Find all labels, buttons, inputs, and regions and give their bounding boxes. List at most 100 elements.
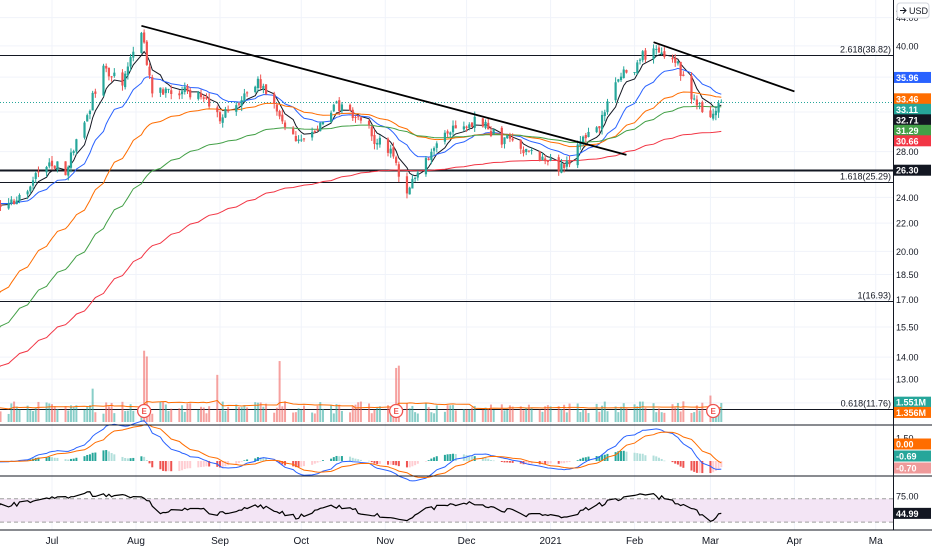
candle-body[interactable] <box>161 89 165 95</box>
candle-body[interactable] <box>470 122 474 128</box>
candle-body[interactable] <box>405 176 409 194</box>
candle-body[interactable] <box>416 172 419 178</box>
axis-layer[interactable] <box>0 0 932 531</box>
candle-body[interactable] <box>587 131 590 138</box>
candle-body[interactable] <box>712 113 715 119</box>
trendline[interactable] <box>653 41 795 93</box>
candle-body[interactable] <box>254 86 257 93</box>
candle-body[interactable] <box>329 112 333 123</box>
candle-body[interactable] <box>468 124 471 128</box>
candle-body[interactable] <box>348 104 352 111</box>
candle-body[interactable] <box>579 141 582 147</box>
candle-body[interactable] <box>297 139 300 141</box>
candle-body[interactable] <box>657 47 661 53</box>
candle-body[interactable] <box>660 52 663 55</box>
candle-body[interactable] <box>500 127 503 145</box>
candle-body[interactable] <box>622 69 625 78</box>
candle-body[interactable] <box>376 142 379 145</box>
candle-body[interactable] <box>709 110 712 118</box>
candle-body[interactable] <box>606 101 609 113</box>
candle-body[interactable] <box>45 166 48 173</box>
candle-body[interactable] <box>227 110 230 112</box>
candle-body[interactable] <box>557 157 560 172</box>
candle-body[interactable] <box>430 151 433 160</box>
candle-body[interactable] <box>167 88 170 90</box>
candle-body[interactable] <box>48 162 51 167</box>
candle-body[interactable] <box>94 91 97 94</box>
candle-body[interactable] <box>598 126 601 129</box>
candle-body[interactable] <box>584 135 587 139</box>
candle-body[interactable] <box>633 72 636 74</box>
candle-body[interactable] <box>148 66 151 76</box>
candle-body[interactable] <box>107 67 111 77</box>
candle-body[interactable] <box>197 91 200 99</box>
candle-body[interactable] <box>335 101 338 104</box>
candle-body[interactable] <box>129 57 132 67</box>
candle-body[interactable] <box>481 118 484 127</box>
candle-body[interactable] <box>367 120 371 126</box>
candle-body[interactable] <box>473 116 476 128</box>
candle-body[interactable] <box>538 151 541 161</box>
candle-body[interactable] <box>525 148 528 152</box>
candle-body[interactable] <box>237 103 241 105</box>
candle-body[interactable] <box>357 116 360 118</box>
candle-body[interactable] <box>113 72 116 77</box>
candle-body[interactable] <box>224 109 227 118</box>
candle-body[interactable] <box>37 171 40 173</box>
candle-body[interactable] <box>18 194 21 201</box>
candle-body[interactable] <box>603 112 606 117</box>
candle-body[interactable] <box>216 107 219 113</box>
candle-body[interactable] <box>283 122 287 128</box>
candle-body[interactable] <box>546 161 549 163</box>
candle-body[interactable] <box>50 160 54 167</box>
candle-body[interactable] <box>424 158 428 175</box>
candle-body[interactable] <box>264 84 268 94</box>
candle-body[interactable] <box>64 161 67 176</box>
candle-body[interactable] <box>487 122 490 130</box>
candle-body[interactable] <box>321 122 325 125</box>
candle-body[interactable] <box>503 137 506 145</box>
candle-body[interactable] <box>311 131 314 138</box>
candle-body[interactable] <box>151 77 154 94</box>
candle-body[interactable] <box>370 126 373 137</box>
candle-body[interactable] <box>86 115 89 122</box>
candle-body[interactable] <box>636 62 639 74</box>
candle-body[interactable] <box>332 104 335 112</box>
candle-body[interactable] <box>446 131 449 134</box>
candle-body[interactable] <box>132 51 135 58</box>
candle-body[interactable] <box>56 161 59 170</box>
candle-body[interactable] <box>397 164 400 177</box>
candle-body[interactable] <box>563 164 566 168</box>
candle-body[interactable] <box>682 74 685 77</box>
candle-body[interactable] <box>544 158 547 162</box>
candle-body[interactable] <box>292 128 295 135</box>
candle-body[interactable] <box>427 158 430 160</box>
candle-body[interactable] <box>695 99 699 106</box>
candle-body[interactable] <box>29 186 32 192</box>
candle-body[interactable] <box>614 82 617 101</box>
candle-body[interactable] <box>527 150 531 152</box>
candle-body[interactable] <box>595 127 598 133</box>
candle-body[interactable] <box>88 110 92 115</box>
candle-body[interactable] <box>413 177 417 179</box>
candle-body[interactable] <box>679 61 682 77</box>
trendline[interactable] <box>141 24 627 156</box>
candle-body[interactable] <box>10 199 13 203</box>
candle-body[interactable] <box>189 89 192 98</box>
candle-body[interactable] <box>351 109 354 119</box>
candle-body[interactable] <box>674 57 677 63</box>
candle-body[interactable] <box>454 125 457 129</box>
trendline-layer[interactable] <box>141 24 795 156</box>
candle-body[interactable] <box>560 163 563 173</box>
candle-body[interactable] <box>294 136 297 142</box>
candle-body[interactable] <box>140 32 143 53</box>
candle-body[interactable] <box>7 203 10 209</box>
candle-body[interactable] <box>652 48 655 60</box>
candle-body[interactable] <box>300 139 303 141</box>
candle-body[interactable] <box>243 93 246 102</box>
earnings-marker[interactable] <box>706 403 721 419</box>
candle-body[interactable] <box>178 93 181 96</box>
candle-body[interactable] <box>484 121 487 128</box>
